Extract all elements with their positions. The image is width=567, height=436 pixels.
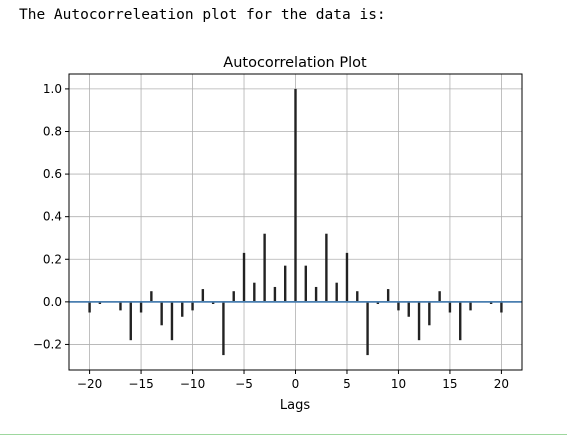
bar-lag-14 xyxy=(438,291,440,302)
x-tick-label-1: −15 xyxy=(128,377,153,391)
y-tick-label-0: −0.2 xyxy=(33,337,62,351)
bar-lag--16 xyxy=(130,302,132,340)
bar-lag-16 xyxy=(459,302,461,340)
bar-lag-12 xyxy=(418,302,420,340)
y-tick-label-3: 0.4 xyxy=(43,210,62,224)
cell-divider xyxy=(0,434,567,435)
y-tick-label-1: 0.0 xyxy=(43,295,62,309)
bar-lag--14 xyxy=(150,291,152,302)
bar-lag-13 xyxy=(428,302,430,325)
bar-lag--5 xyxy=(243,253,245,302)
bar-lag--12 xyxy=(171,302,173,340)
bar-lag--10 xyxy=(191,302,193,311)
x-tick-label-4: 0 xyxy=(292,377,300,391)
x-tick-label-8: 20 xyxy=(494,377,509,391)
bar-lag-5 xyxy=(346,253,348,302)
x-tick-label-3: −5 xyxy=(235,377,253,391)
bar-lag-2 xyxy=(315,287,317,302)
y-tick-label-4: 0.6 xyxy=(43,167,62,181)
bar-lag-11 xyxy=(408,302,410,317)
bar-lag-1 xyxy=(305,266,307,302)
bar-lag--1 xyxy=(284,266,286,302)
bar-lag--7 xyxy=(222,302,224,355)
bar-lag--4 xyxy=(253,283,255,302)
bar-lag-17 xyxy=(469,302,471,311)
bar-lag-15 xyxy=(449,302,451,313)
bar-lag--2 xyxy=(274,287,276,302)
bar-lag-9 xyxy=(387,289,389,302)
x-tick-label-0: −20 xyxy=(77,377,102,391)
y-tick-label-6: 1.0 xyxy=(43,82,62,96)
bar-lag--3 xyxy=(263,234,265,302)
bar-lag--13 xyxy=(160,302,162,325)
x-tick-label-7: 15 xyxy=(442,377,457,391)
bar-lag--20 xyxy=(88,302,90,313)
bar-lag--15 xyxy=(140,302,142,313)
axes: −20 −15 −10 −5 0 5 10 15 20 −0.2 0.0 0.2 0.4 0.6 0.8 1.… xyxy=(33,74,522,391)
x-tick-label-5: 5 xyxy=(343,377,351,391)
bar-lag-4 xyxy=(335,283,337,302)
bar-lag-3 xyxy=(325,234,327,302)
bar-lag--17 xyxy=(119,302,121,311)
bar-lag-7 xyxy=(366,302,368,355)
bar-lag--9 xyxy=(202,289,204,302)
bar-lag-6 xyxy=(356,291,358,302)
chart-title: Autocorrelation Plot xyxy=(223,55,367,71)
bar-lag-10 xyxy=(397,302,399,311)
y-tick-label-5: 0.8 xyxy=(43,124,62,138)
bar-lag-0 xyxy=(294,89,296,302)
x-tick-label-6: 10 xyxy=(391,377,406,391)
x-tick-label-2: −10 xyxy=(180,377,205,391)
x-axis-label: Lags xyxy=(280,398,310,413)
y-tick-label-2: 0.2 xyxy=(43,252,62,266)
bar-lag--6 xyxy=(233,291,235,302)
bar-lag-20 xyxy=(500,302,502,313)
bar-lag--11 xyxy=(181,302,183,317)
